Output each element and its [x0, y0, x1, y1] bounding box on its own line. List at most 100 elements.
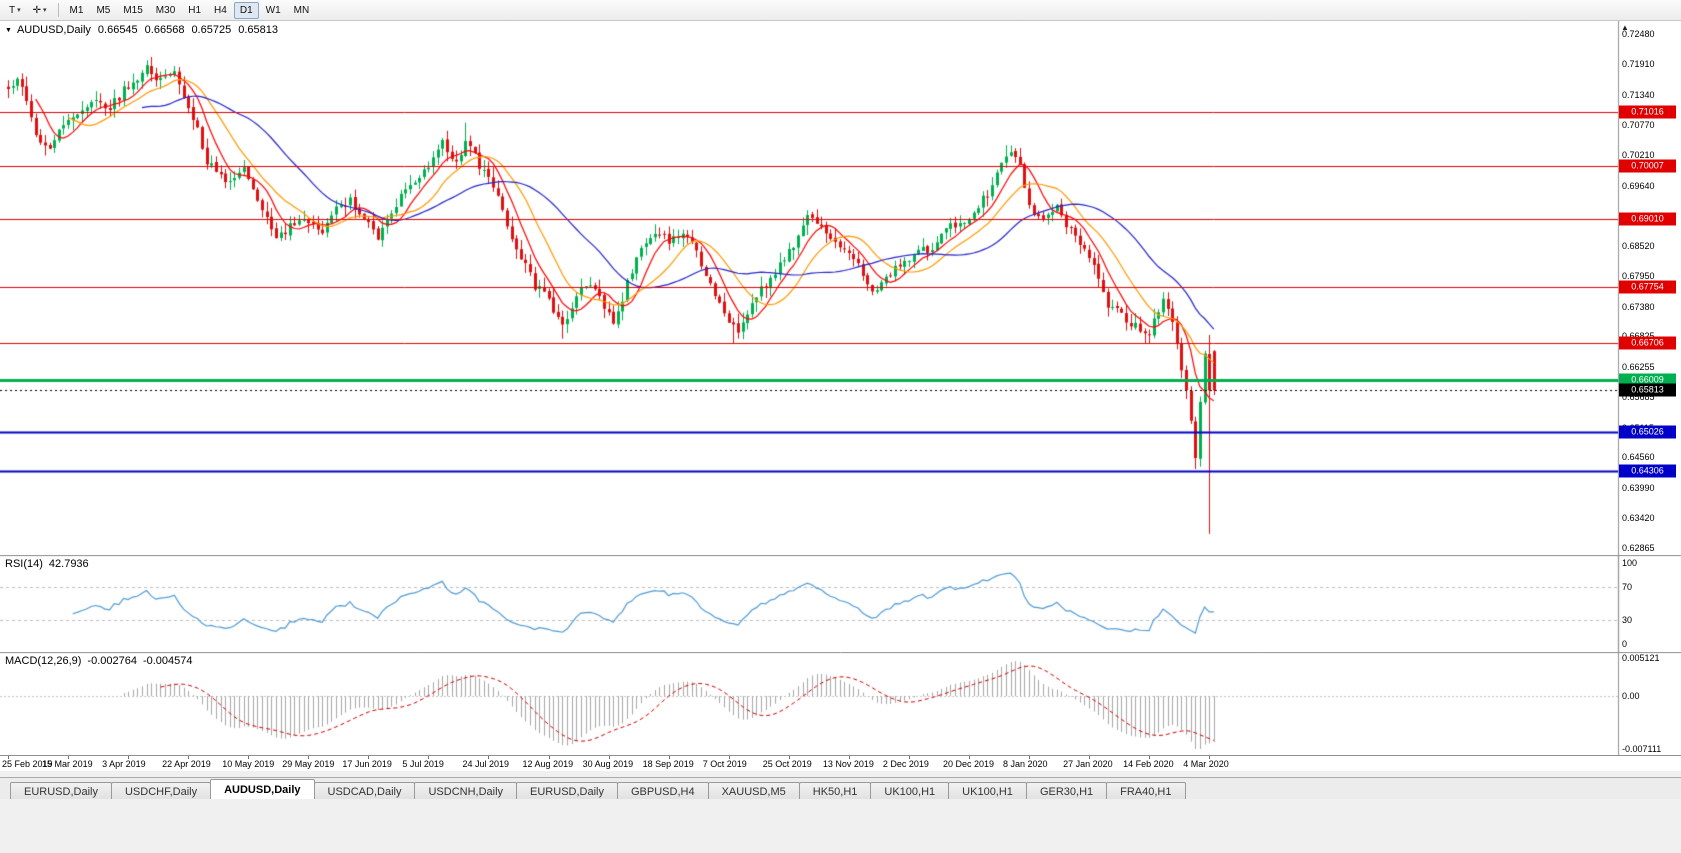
macd-axis-tick: 0.00	[1622, 691, 1640, 702]
date-axis-label: 20 Dec 2019	[942, 759, 994, 769]
date-axis-tick	[1149, 756, 1150, 759]
chart-tab-usdchf-daily[interactable]: USDCHF,Daily	[110, 782, 212, 799]
date-axis-tick	[8, 756, 9, 759]
quote-open: 0.66545	[97, 24, 138, 36]
price-axis-tick: 0.71910	[1622, 59, 1655, 70]
price-axis-tick: 0.67950	[1622, 271, 1655, 282]
date-axis-label: 25 Feb 2019	[2, 759, 53, 769]
timeframe-button-group: M1 M5 M15 M30 H1 H4 D1 W1 MN	[64, 1, 316, 19]
date-axis-label: 29 May 2019	[282, 759, 335, 769]
date-axis-tick	[1089, 756, 1090, 759]
price-axis-tick: 0.63990	[1622, 482, 1655, 493]
date-axis-tick	[609, 756, 610, 759]
macd-pane: MACD(12,26,9) -0.002764 -0.004574 0.0051…	[0, 652, 1681, 755]
date-axis-tick	[969, 756, 970, 759]
rsi-label: RSI(14)	[5, 558, 43, 570]
date-axis-label: 18 Sep 2019	[642, 759, 694, 769]
date-axis-label: 3 Apr 2019	[102, 759, 146, 769]
date-axis-label: 27 Jan 2020	[1063, 759, 1113, 769]
date-axis-tick	[669, 756, 670, 759]
date-axis-label: 13 Nov 2019	[822, 759, 874, 769]
rsi-canvas[interactable]	[0, 555, 1681, 652]
rsi-axis-tick: 30	[1622, 614, 1633, 625]
date-axis-tick	[368, 756, 369, 759]
window-bottom-filler	[0, 799, 1681, 853]
price-axis-tick: 0.63420	[1622, 513, 1655, 524]
timeframe-button-m1[interactable]: M1	[64, 2, 90, 19]
price-chart-canvas[interactable]	[0, 21, 1681, 555]
rsi-axis-tick: 0	[1622, 639, 1628, 649]
toolbar-separator	[57, 3, 59, 17]
date-axis-label: 24 Jul 2019	[462, 759, 510, 769]
chart-tab-usdcnh-daily[interactable]: USDCNH,Daily	[414, 782, 518, 799]
chart-tab-fra40-h1[interactable]: FRA40,H1	[1106, 782, 1186, 799]
timeframe-button-h4[interactable]: H4	[208, 2, 233, 19]
rsi-header: RSI(14) 42.7936	[5, 558, 89, 570]
text-tool-button[interactable]: T ▾	[3, 2, 27, 19]
date-axis-tick	[729, 756, 730, 759]
price-line-badge: 0.66706	[1619, 336, 1676, 350]
date-axis-label: 12 Aug 2019	[522, 759, 574, 769]
date-axis-label: 10 May 2019	[222, 759, 275, 769]
date-axis-label: 15 Mar 2019	[42, 759, 93, 769]
date-axis-tick	[488, 756, 489, 759]
price-axis-tick: 0.71340	[1622, 89, 1655, 100]
price-axis-tick: 0.68520	[1622, 240, 1655, 251]
timeframe-button-w1[interactable]: W1	[260, 2, 287, 19]
macd-label: MACD(12,26,9)	[5, 655, 82, 667]
date-axis-tick	[128, 756, 129, 759]
price-line-badge: 0.66009	[1619, 373, 1676, 387]
macd-main-value: -0.002764	[87, 655, 137, 667]
price-line-badge: 0.65026	[1619, 425, 1676, 439]
date-axis-tick	[308, 756, 309, 759]
date-axis-label: 4 Mar 2020	[1183, 759, 1229, 769]
chart-tab-eurusd-daily[interactable]: EURUSD,Daily	[516, 782, 618, 799]
price-line-badge: 0.70007	[1619, 159, 1676, 173]
date-axis-label: 30 Aug 2019	[582, 759, 634, 769]
price-axis-tick: 0.72480	[1622, 28, 1655, 39]
timeframe-button-m30[interactable]: M30	[150, 2, 181, 19]
macd-canvas[interactable]	[0, 652, 1681, 755]
macd-signal-value: -0.004574	[142, 655, 193, 667]
date-axis-tick	[248, 756, 249, 759]
chart-tab-uk100-h1[interactable]: UK100,H1	[948, 782, 1027, 799]
chart-tab-eurusd-daily[interactable]: EURUSD,Daily	[10, 782, 112, 799]
date-axis-label: 8 Jan 2020	[1003, 759, 1048, 769]
chart-tab-audusd-daily[interactable]: AUDUSD,Daily	[210, 779, 315, 799]
toolbar: T ▾ ✛ ▾ M1 M5 M15 M30 H1 H4 D1 W1 MN	[0, 0, 1681, 21]
axis-scroll-up-icon: ▲	[1621, 23, 1629, 32]
rsi-axis-tick: 70	[1622, 582, 1633, 593]
date-axis: 25 Feb 2019 15 Mar 2019 3 Apr 2019 22 Apr 2…	[0, 755, 1681, 771]
macd-axis-tick: 0.005121	[1622, 653, 1660, 663]
price-line-badge: 0.71016	[1619, 105, 1676, 119]
macd-axis-tick: -0.007111	[1622, 744, 1662, 754]
timeframe-button-m15[interactable]: M15	[117, 2, 148, 19]
chart-tab-gbpusd-h4[interactable]: GBPUSD,H4	[617, 782, 709, 799]
rsi-value: 42.7936	[48, 558, 89, 570]
chart-tab-hk50-h1[interactable]: HK50,H1	[798, 782, 872, 799]
date-axis-label: 25 Oct 2019	[762, 759, 812, 769]
chart-tab-ger30-h1[interactable]: GER30,H1	[1025, 782, 1108, 799]
price-line-badge: 0.65813	[1619, 383, 1676, 397]
price-axis-tick: 0.62865	[1622, 542, 1655, 553]
timeframe-button-d1[interactable]: D1	[233, 1, 259, 19]
timeframe-button-m5[interactable]: M5	[90, 2, 116, 19]
quote-low: 0.65725	[191, 24, 232, 36]
chart-tab-uk100-h1[interactable]: UK100,H1	[870, 782, 950, 799]
date-axis-label: 17 Jun 2019	[342, 759, 392, 769]
cursor-tool-button[interactable]: ✛ ▾	[27, 2, 53, 19]
chart-tab-xauusd-m5[interactable]: XAUUSD,M5	[707, 782, 800, 799]
price-chart-pane: ▼ AUDUSD,Daily 0.66545 0.66568 0.65725 0…	[0, 21, 1681, 555]
price-axis-tick: 0.66255	[1622, 361, 1655, 372]
timeframe-button-h1[interactable]: H1	[182, 2, 207, 19]
price-axis-tick: 0.64560	[1622, 452, 1655, 463]
chart-tabbar: EURUSD,Daily USDCHF,Daily AUDUSD,Daily USDC…	[0, 777, 1681, 799]
chart-tab-usdcad-daily[interactable]: USDCAD,Daily	[313, 782, 416, 799]
price-line-badge: 0.69010	[1619, 212, 1676, 226]
timeframe-button-mn[interactable]: MN	[288, 2, 316, 19]
date-axis-label: 22 Apr 2019	[162, 759, 211, 769]
price-axis-tick: 0.69640	[1622, 180, 1655, 191]
price-axis-tick: 0.67380	[1622, 301, 1655, 312]
collapse-caret-icon: ▼	[5, 26, 12, 34]
chevron-down-icon: ▾	[43, 7, 47, 14]
